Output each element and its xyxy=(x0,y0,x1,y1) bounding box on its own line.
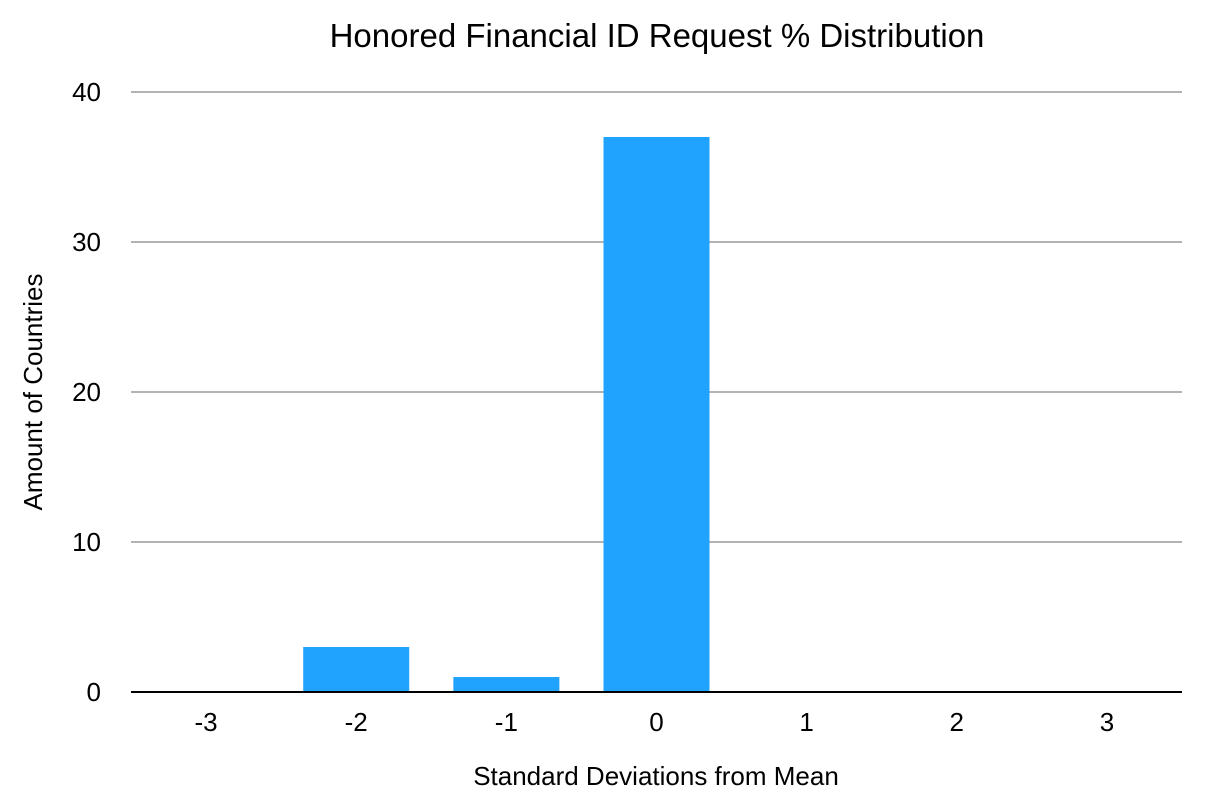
bars xyxy=(303,137,710,692)
y-tick-label: 20 xyxy=(72,377,101,407)
x-tick-label: 0 xyxy=(649,707,663,737)
y-tick-label: 10 xyxy=(72,527,101,557)
y-tick-label: 0 xyxy=(87,677,101,707)
x-axis-label: Standard Deviations from Mean xyxy=(473,761,839,791)
x-tick-label: -2 xyxy=(345,707,368,737)
x-tick-label: 3 xyxy=(1100,707,1114,737)
x-tick-label: 1 xyxy=(799,707,813,737)
bar--1 xyxy=(453,677,560,692)
y-tick-labels: 0 10 20 30 40 xyxy=(72,77,101,707)
x-tick-labels: -3 -2 -1 0 1 2 3 xyxy=(195,707,1115,737)
x-tick-label: -3 xyxy=(195,707,218,737)
x-tick-label: 2 xyxy=(950,707,964,737)
chart-title: Honored Financial ID Request % Distribut… xyxy=(330,17,985,54)
bar-0 xyxy=(603,137,710,692)
y-tick-label: 30 xyxy=(72,227,101,257)
x-tick-label: -1 xyxy=(495,707,518,737)
y-axis-label: Amount of Countries xyxy=(18,273,48,510)
y-tick-label: 40 xyxy=(72,77,101,107)
bar--2 xyxy=(303,647,410,692)
